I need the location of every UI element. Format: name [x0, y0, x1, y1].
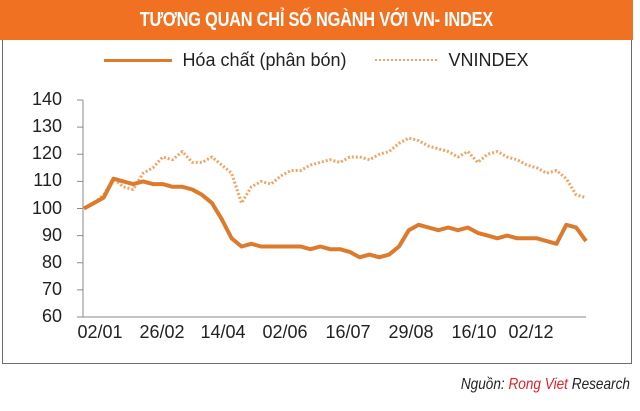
chart-title: TƯƠNG QUAN CHỈ SỐ NGÀNH VỚI VN- INDEX	[139, 8, 494, 31]
y-tick-label: 110	[33, 170, 62, 191]
x-tick-label: 16/10	[451, 322, 497, 342]
y-tick-label: 90	[41, 224, 62, 245]
y-tick-label: 140	[31, 89, 62, 109]
hoa-chat-series-line	[83, 176, 588, 260]
y-tick-label: 60	[41, 306, 62, 326]
title-bar: TƯƠNG QUAN CHỈ SỐ NGÀNH VỚI VN- INDEX	[0, 0, 633, 40]
legend-label-vnindex: VNINDEX	[448, 49, 529, 70]
vnindex-series-line	[83, 136, 587, 210]
y-tick-label: 80	[41, 251, 62, 272]
x-tick-label: 29/08	[388, 322, 434, 342]
y-tick-label: 100	[31, 197, 62, 218]
legend-dotted-line-icon	[374, 59, 437, 61]
legend-solid-line-icon	[104, 58, 173, 62]
chart-frame	[2, 0, 632, 364]
source-brand: Rong Viet	[508, 376, 569, 393]
source-prefix: Nguồn:	[460, 376, 509, 393]
x-tick-label: 26/02	[139, 322, 185, 342]
legend-label-hoa-chat: Hóa chất (phân bón)	[182, 49, 347, 70]
x-tick-label: 02/06	[262, 322, 308, 342]
source-suffix: Research	[568, 376, 630, 393]
y-tick-label: 120	[31, 143, 62, 164]
y-tick-label: 70	[41, 278, 62, 299]
x-tick-label: 02/12	[508, 322, 554, 342]
y-tick-label: 130	[31, 116, 62, 137]
x-tick-label: 16/07	[325, 322, 371, 342]
legend: Hóa chất (phân bón) VNINDEX	[0, 43, 633, 77]
x-tick-label: 14/04	[200, 322, 246, 342]
x-tick-label: 02/01	[77, 322, 123, 342]
legend-item-hoa-chat: Hóa chất (phân bón)	[104, 49, 347, 71]
legend-item-vnindex: VNINDEX	[374, 49, 529, 71]
y-axis-ticks	[77, 99, 83, 318]
source-note: Nguồn: Rong Viet Research	[461, 376, 630, 394]
